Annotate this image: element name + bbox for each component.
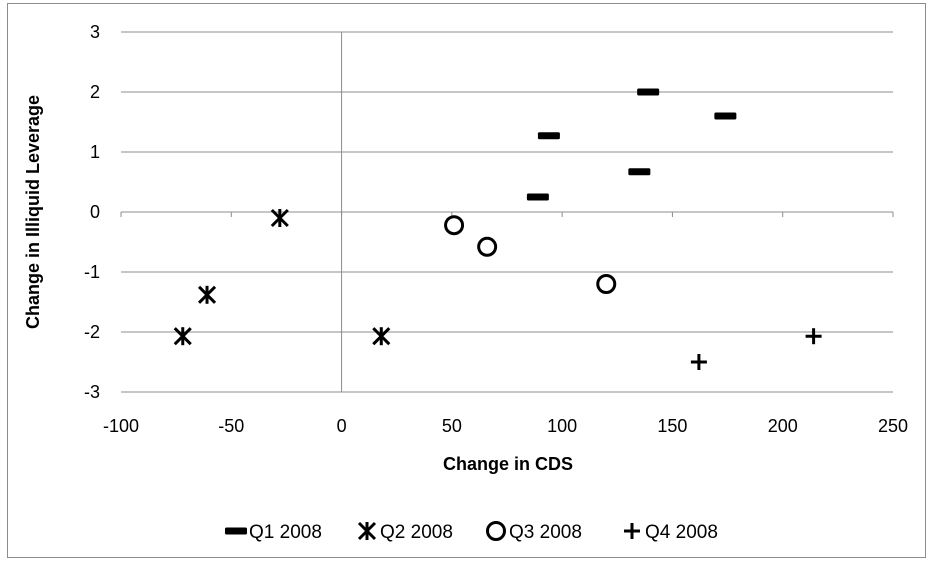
legend-item: Q2 2008: [357, 521, 453, 543]
axes-layer: [120, 31, 894, 393]
marker-shape: [714, 112, 737, 120]
x-tick-label: 100: [547, 416, 577, 436]
legend-label: Q3 2008: [509, 522, 582, 543]
data-point-q2: [372, 327, 391, 346]
marker-shape: [477, 236, 498, 257]
marker-shape: [486, 521, 506, 541]
data-point-q2: [270, 208, 289, 228]
y-tick-label: -2: [84, 322, 100, 342]
y-axis-title: Change in Illiquid Leverage: [23, 95, 43, 329]
marker-shape: [444, 215, 465, 236]
points-layer: [173, 88, 822, 370]
y-tick-label: -1: [84, 262, 100, 282]
x-tick-label: 150: [657, 416, 687, 436]
grid-layer: [121, 31, 893, 393]
x-tick-label: -50: [218, 416, 244, 436]
y-tick-label: 0: [90, 202, 100, 222]
data-point-q4: [805, 328, 822, 345]
legend-marker-circle: [486, 521, 506, 541]
data-point-q2: [173, 327, 192, 346]
data-point-q1: [637, 88, 660, 96]
x-tick-label: 50: [442, 416, 462, 436]
x-tick-label: -100: [103, 416, 139, 436]
legend-item: Q4 2008: [624, 522, 718, 543]
legend-item: Q3 2008: [486, 521, 582, 543]
ticks-layer: -100 -50 0 50 100 150 200 250 -3 -2 -1 0 1 2 3: [84, 22, 908, 436]
legend: Q1 2008 Q2 2008 Q3 2008 Q4 2008: [225, 521, 718, 543]
data-point-q2: [197, 285, 217, 304]
marker-shape: [628, 168, 651, 176]
legend-label: Q2 2008: [380, 522, 453, 543]
legend-label: Q4 2008: [645, 522, 718, 543]
y-tick-label: 1: [90, 142, 100, 162]
x-tick-label: 250: [878, 416, 908, 436]
legend-item: Q1 2008: [225, 522, 322, 543]
marker-shape: [637, 88, 660, 96]
x-tick-label: 200: [768, 416, 798, 436]
legend-marker-dash: [225, 527, 247, 535]
marker-shape: [537, 132, 560, 140]
marker-shape: [526, 193, 549, 201]
y-tick-label: 2: [90, 82, 100, 102]
data-point-q4: [690, 354, 707, 370]
data-point-q1: [628, 168, 651, 176]
data-point-q3: [596, 274, 617, 294]
data-point-q3: [444, 215, 465, 236]
legend-label: Q1 2008: [249, 522, 322, 543]
data-point-q1: [526, 193, 549, 201]
data-point-q1: [714, 112, 737, 120]
y-tick-label: -3: [84, 382, 100, 402]
marker-shape: [225, 527, 247, 535]
legend-marker-asterisk: [357, 521, 377, 541]
data-point-q1: [537, 132, 560, 140]
marker-shape: [596, 274, 617, 294]
x-tick-label: 0: [337, 416, 347, 436]
legend-marker-plus: [624, 523, 640, 539]
x-axis-title: Change in CDS: [443, 454, 573, 474]
y-tick-label: 3: [90, 22, 100, 42]
chart-frame: [7, 3, 926, 558]
data-point-q3: [477, 236, 498, 257]
